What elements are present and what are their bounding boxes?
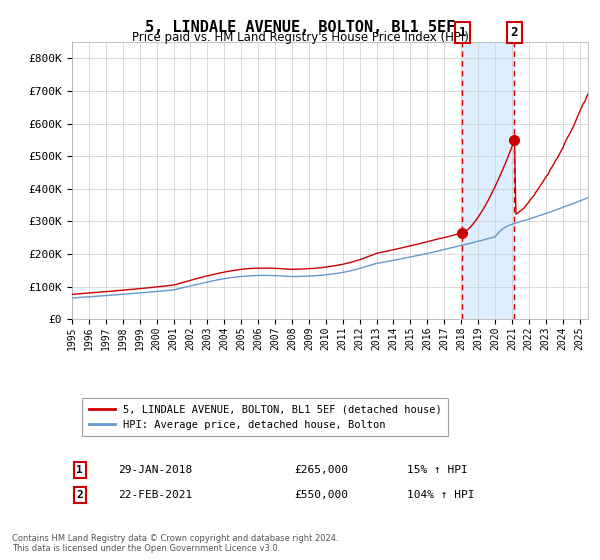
Text: £550,000: £550,000 [294, 490, 348, 500]
Text: 15% ↑ HPI: 15% ↑ HPI [407, 465, 468, 475]
Text: 1: 1 [76, 465, 83, 475]
Text: 1: 1 [459, 26, 466, 39]
Text: 5, LINDALE AVENUE, BOLTON, BL1 5EF: 5, LINDALE AVENUE, BOLTON, BL1 5EF [145, 20, 455, 35]
Text: 2: 2 [76, 490, 83, 500]
Legend: 5, LINDALE AVENUE, BOLTON, BL1 5EF (detached house), HPI: Average price, detache: 5, LINDALE AVENUE, BOLTON, BL1 5EF (deta… [82, 398, 448, 436]
Text: Contains HM Land Registry data © Crown copyright and database right 2024.
This d: Contains HM Land Registry data © Crown c… [12, 534, 338, 553]
Bar [463, 42, 514, 319]
Text: 29-JAN-2018: 29-JAN-2018 [118, 465, 193, 475]
Text: £265,000: £265,000 [294, 465, 348, 475]
Text: 104% ↑ HPI: 104% ↑ HPI [407, 490, 475, 500]
Text: 22-FEB-2021: 22-FEB-2021 [118, 490, 193, 500]
Text: 2: 2 [511, 26, 518, 39]
Text: Price paid vs. HM Land Registry's House Price Index (HPI): Price paid vs. HM Land Registry's House … [131, 31, 469, 44]
